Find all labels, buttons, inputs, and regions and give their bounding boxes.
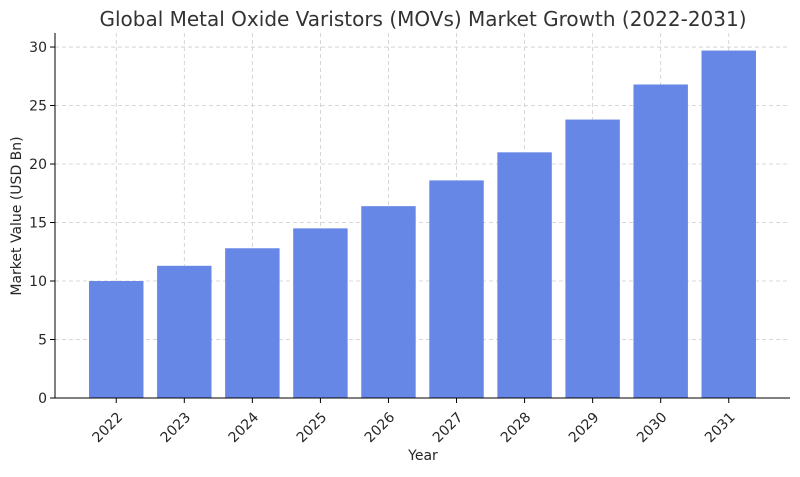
bar-2025 [293, 228, 348, 398]
bar-2027 [429, 180, 484, 398]
bar-2026 [361, 206, 416, 398]
x-tick-label: 2027 [430, 410, 467, 447]
chart-title: Global Metal Oxide Varistors (MOVs) Mark… [99, 7, 746, 31]
y-tick-label: 5 [38, 333, 47, 349]
bar-2024 [225, 248, 280, 398]
x-tick-label: 2024 [226, 409, 263, 446]
y-tick-label: 20 [29, 157, 47, 173]
bar-2030 [633, 84, 688, 398]
y-tick-label: 30 [29, 40, 47, 56]
x-tick-label: 2025 [294, 410, 331, 447]
x-tick-label: 2028 [498, 410, 535, 447]
x-tick-label: 2031 [702, 410, 739, 447]
x-tick-label: 2029 [566, 410, 603, 447]
bars-layer [89, 50, 756, 399]
y-tick-label: 25 [29, 99, 47, 115]
axes-layer [54, 33, 790, 399]
x-axis-label: Year [407, 448, 438, 464]
x-tick-label: 2030 [634, 410, 671, 447]
x-tick-label: 2026 [362, 409, 399, 446]
y-tick-label: 15 [29, 216, 47, 232]
y-tick-label: 10 [29, 274, 47, 290]
x-tick-label: 2023 [158, 410, 195, 447]
bar-2022 [89, 281, 144, 398]
x-tick-label: 2022 [90, 410, 127, 447]
bar-2031 [701, 50, 756, 399]
y-tick-label: 0 [38, 391, 47, 407]
y-axis-label: Market Value (USD Bn) [9, 136, 25, 295]
bar-2029 [565, 119, 620, 399]
bar-2023 [157, 265, 212, 398]
bar-2028 [497, 152, 552, 398]
